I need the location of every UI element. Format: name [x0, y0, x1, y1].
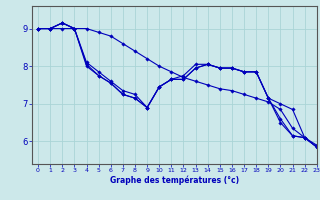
X-axis label: Graphe des températures (°c): Graphe des températures (°c) — [110, 176, 239, 185]
